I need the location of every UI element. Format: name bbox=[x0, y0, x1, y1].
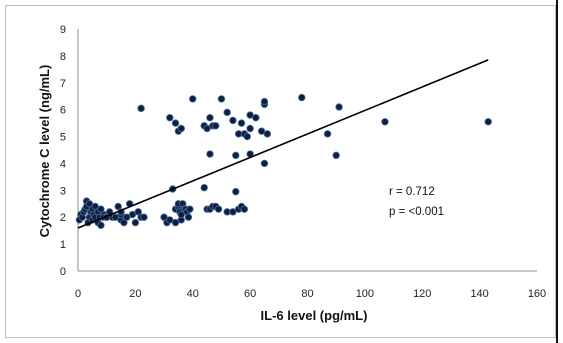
x-tick-label: 40 bbox=[187, 288, 199, 300]
data-point bbox=[252, 114, 260, 122]
data-point bbox=[332, 151, 340, 160]
y-tick-label: 7 bbox=[60, 78, 66, 90]
y-tick-label: 5 bbox=[60, 132, 66, 144]
x-tick-label: 0 bbox=[75, 288, 81, 300]
data-point bbox=[240, 205, 249, 213]
data-point bbox=[217, 95, 226, 103]
data-point bbox=[189, 95, 197, 103]
y-tick-labels: 0 1 2 3 4 5 6 7 8 9 bbox=[60, 24, 66, 278]
data-point bbox=[246, 124, 254, 133]
y-tick-label: 3 bbox=[60, 185, 66, 197]
data-point bbox=[223, 108, 231, 117]
data-point bbox=[232, 187, 240, 196]
data-point bbox=[232, 151, 240, 160]
data-point bbox=[186, 205, 194, 213]
data-point bbox=[97, 221, 105, 229]
data-point bbox=[323, 130, 332, 138]
x-tick-label: 100 bbox=[356, 288, 374, 300]
x-tick-label: 140 bbox=[470, 288, 488, 300]
y-tick-label: 0 bbox=[60, 266, 66, 278]
data-point bbox=[166, 114, 174, 122]
data-point bbox=[243, 132, 251, 141]
data-point bbox=[206, 114, 214, 122]
data-point bbox=[206, 150, 214, 158]
y-tick-label: 4 bbox=[60, 158, 66, 170]
x-tick-label: 80 bbox=[301, 288, 313, 300]
window-edge bbox=[556, 0, 558, 343]
data-point bbox=[171, 119, 180, 127]
data-point bbox=[214, 205, 223, 213]
data-point bbox=[484, 118, 492, 126]
data-point bbox=[200, 183, 208, 192]
data-point bbox=[381, 118, 389, 126]
x-axis-title: IL-6 level (pg/mL) bbox=[261, 308, 368, 323]
data-point bbox=[131, 218, 140, 227]
data-point bbox=[137, 104, 145, 113]
x-tick-labels: 0 20 40 60 80 100 120 140 160 bbox=[75, 288, 546, 300]
data-point bbox=[184, 213, 193, 221]
x-tick-label: 20 bbox=[129, 288, 141, 300]
data-point bbox=[211, 122, 220, 130]
x-tick-label: 160 bbox=[528, 288, 546, 300]
data-point bbox=[263, 130, 272, 138]
axes bbox=[77, 29, 537, 272]
annotation-p: p = <0.001 bbox=[389, 206, 444, 218]
trendline bbox=[77, 59, 489, 229]
x-tick-label: 60 bbox=[244, 288, 256, 300]
chart-frame bbox=[5, 5, 556, 338]
y-tick-label: 2 bbox=[60, 212, 66, 224]
x-tick-label: 120 bbox=[413, 288, 431, 300]
y-tick-label: 1 bbox=[60, 239, 66, 251]
y-tick-label: 6 bbox=[60, 105, 66, 117]
data-point bbox=[298, 93, 306, 102]
data-point bbox=[140, 213, 148, 221]
y-tick-label: 9 bbox=[60, 24, 66, 36]
data-point bbox=[237, 119, 246, 127]
data-points bbox=[75, 93, 492, 229]
y-tick-label: 8 bbox=[60, 51, 66, 63]
data-point bbox=[177, 124, 185, 133]
data-point bbox=[260, 159, 269, 168]
data-point bbox=[260, 97, 269, 106]
annotation-r: r = 0.712 bbox=[389, 186, 435, 198]
data-point bbox=[335, 103, 343, 111]
data-point bbox=[229, 116, 237, 125]
y-axis-title: Cytochrome C level (ng/mL) bbox=[37, 65, 52, 238]
